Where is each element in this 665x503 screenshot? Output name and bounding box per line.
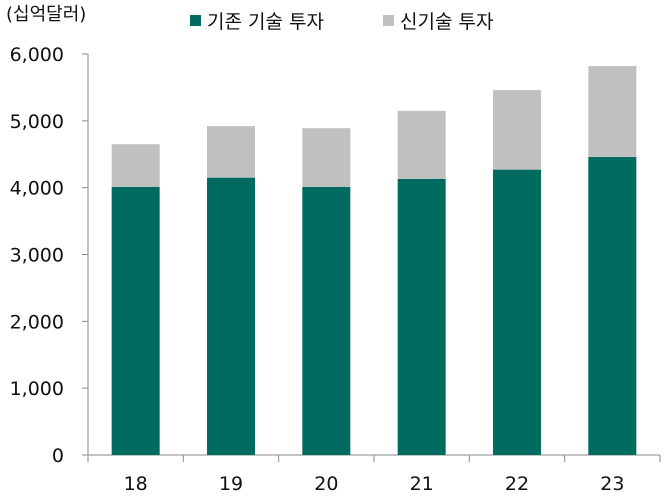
bar-segment-new-22 (493, 90, 541, 170)
x-axis: 18 19 20 21 22 23 (87, 454, 661, 495)
bar-segment-existing-20 (302, 186, 351, 455)
x-tick-label: 22 (505, 473, 529, 495)
y-tick-label: 0 (52, 445, 64, 467)
legend-swatch (190, 15, 201, 26)
bar-segment-existing-19 (207, 177, 255, 455)
bar-segment-new-23 (588, 66, 637, 157)
y-axis: 0 1,000 2,000 3,000 4,000 5,000 6,000 (10, 44, 89, 467)
bar-segment-new-21 (397, 110, 446, 179)
bar-segment-existing-22 (493, 169, 541, 455)
y-unit-label: (십억달러) (6, 4, 86, 25)
x-tick-label: 18 (124, 473, 148, 495)
x-tick-label: 19 (219, 473, 243, 495)
y-tick-label: 2,000 (10, 311, 64, 333)
bar-segment-new-19 (207, 126, 255, 178)
legend: 기존 기술 투자 신기술 투자 (190, 11, 493, 33)
bar-segment-existing-18 (111, 186, 160, 455)
x-tick-label: 21 (410, 473, 434, 495)
bar-segment-new-18 (111, 144, 160, 187)
y-tick-label: 6,000 (10, 44, 64, 66)
y-tick-label: 5,000 (10, 111, 64, 133)
legend-label: 기존 기술 투자 (207, 11, 324, 33)
x-tick-label: 20 (314, 473, 338, 495)
legend-label: 신기술 투자 (400, 11, 493, 33)
y-tick-label: 4,000 (10, 178, 64, 200)
x-tick-label: 23 (600, 473, 624, 495)
legend-swatch (383, 15, 394, 26)
y-tick-label: 3,000 (10, 245, 64, 267)
bar-segment-new-20 (302, 128, 351, 187)
y-tick-label: 1,000 (10, 378, 64, 400)
bar-segment-existing-23 (588, 156, 637, 455)
bars (111, 66, 637, 455)
bar-segment-existing-21 (397, 178, 446, 455)
